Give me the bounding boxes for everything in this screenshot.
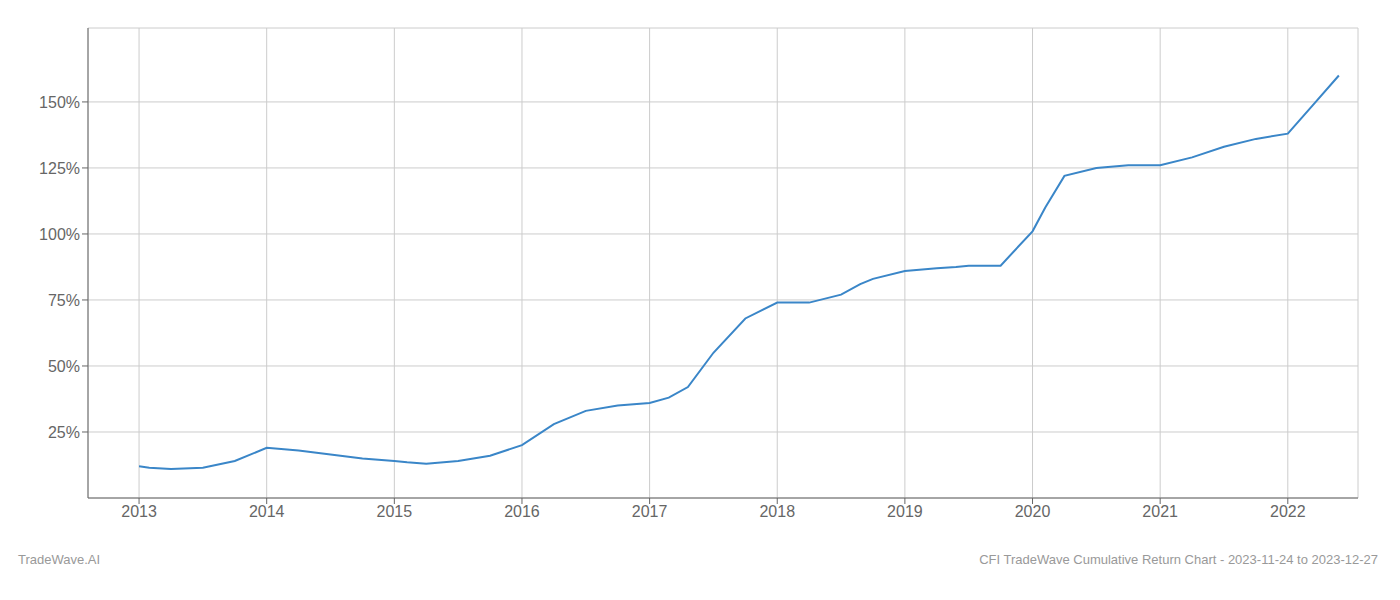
svg-text:50%: 50%	[48, 358, 80, 375]
svg-text:150%: 150%	[39, 94, 80, 111]
svg-text:2017: 2017	[632, 503, 668, 520]
svg-text:2014: 2014	[249, 503, 285, 520]
svg-text:25%: 25%	[48, 424, 80, 441]
svg-text:2013: 2013	[121, 503, 157, 520]
svg-text:75%: 75%	[48, 292, 80, 309]
svg-text:2022: 2022	[1270, 503, 1306, 520]
svg-text:2019: 2019	[887, 503, 923, 520]
svg-text:2020: 2020	[1015, 503, 1051, 520]
svg-text:125%: 125%	[39, 160, 80, 177]
svg-text:2021: 2021	[1142, 503, 1178, 520]
svg-text:2018: 2018	[759, 503, 795, 520]
svg-text:100%: 100%	[39, 226, 80, 243]
svg-text:2015: 2015	[377, 503, 413, 520]
html-text:CFI TradeWave Cumulative Retur: CFI TradeWave Cumulative Return Chart - …	[979, 552, 1378, 567]
html-text:TradeWave.AI: TradeWave.AI	[18, 552, 101, 567]
svg-text:2016: 2016	[504, 503, 540, 520]
